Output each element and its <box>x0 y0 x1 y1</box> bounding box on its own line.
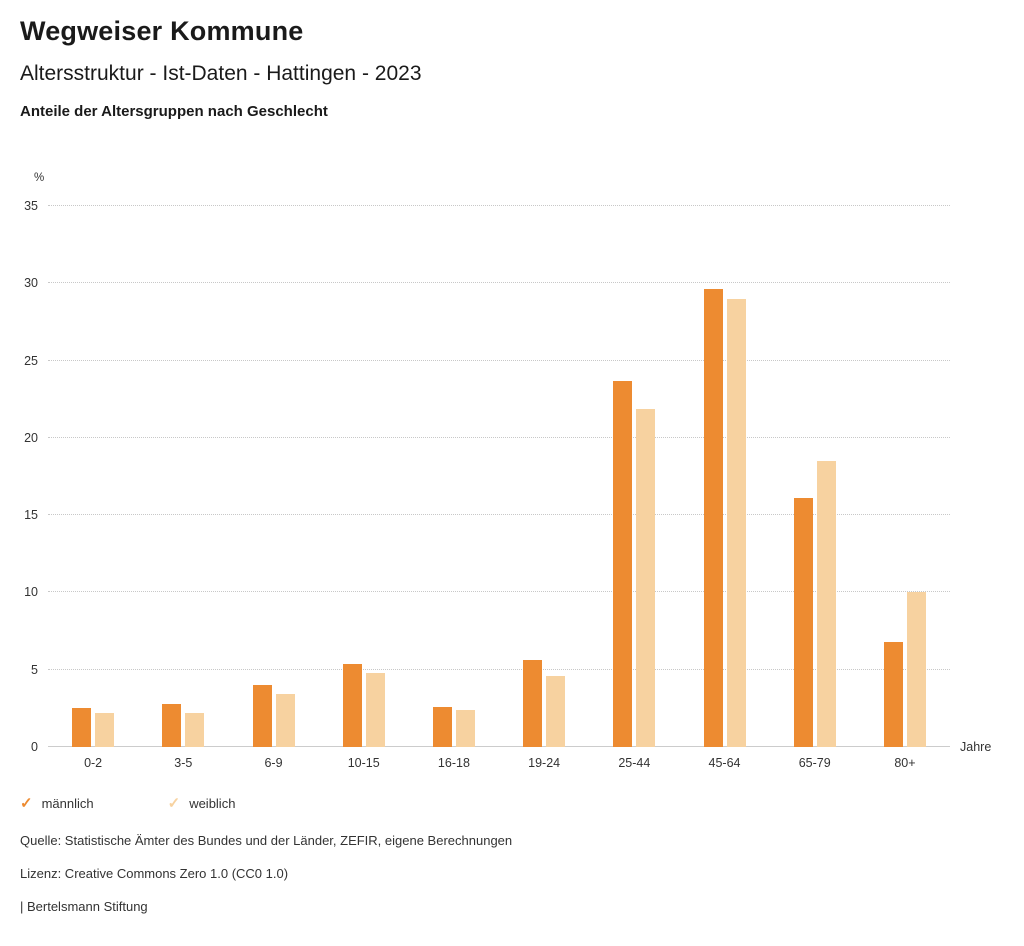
bar-group-45-64 <box>679 206 769 747</box>
gridline <box>48 436 950 438</box>
x-tick-label: 19-24 <box>528 756 561 770</box>
bar-männlich-10-15 <box>342 663 362 747</box>
bar-männlich-65-79 <box>793 498 813 747</box>
bar-weiblich-10-15 <box>365 672 385 747</box>
y-tick-label: 5 <box>31 662 38 677</box>
gridline <box>48 205 950 206</box>
footer: Quelle: Statistische Ämter des Bundes un… <box>20 833 1004 914</box>
chart-area: % 0 5 10 15 20 25 30 35 Jahre <box>24 172 991 754</box>
y-axis-unit-label: % <box>34 172 45 184</box>
y-tick-label: 0 <box>31 740 38 754</box>
gridline <box>48 591 950 593</box>
gridline <box>48 514 950 516</box>
y-tick-label: 30 <box>24 276 38 291</box>
bar-group-19-24 <box>499 206 589 747</box>
bar-weiblich-16-18 <box>455 709 475 747</box>
x-tick-label: 65-79 <box>798 756 831 770</box>
legend: ✓ männlich ✓ weiblich <box>20 796 1004 811</box>
bar-weiblich-80+ <box>906 592 926 747</box>
bar-weiblich-0-2 <box>95 713 115 747</box>
bar-group-10-15 <box>319 206 409 747</box>
app-title: Wegweiser Kommune <box>20 16 304 46</box>
bar-groups <box>48 206 950 747</box>
source-text: Quelle: Statistische Ämter des Bundes un… <box>20 833 513 848</box>
license-text: Lizenz: Creative Commons Zero 1.0 (CC0 1… <box>20 866 289 881</box>
y-tick-label: 20 <box>24 430 38 445</box>
legend-label: männlich <box>41 796 94 811</box>
gridline <box>48 359 950 361</box>
bar-männlich-80+ <box>883 641 903 747</box>
y-tick-label: 35 <box>24 199 38 213</box>
x-tick-label: 45-64 <box>708 756 741 770</box>
bar-weiblich-25-44 <box>636 408 656 747</box>
x-tick-label: 10-15 <box>347 756 380 770</box>
bar-weiblich-19-24 <box>546 675 566 747</box>
bar-group-6-9 <box>228 206 318 747</box>
bar-weiblich-45-64 <box>726 298 746 747</box>
bar-group-3-5 <box>138 206 228 747</box>
bar-männlich-6-9 <box>252 685 272 747</box>
plot-area: 0 5 10 15 20 25 30 35 <box>24 199 950 754</box>
legend-label: weiblich <box>189 796 236 811</box>
bar-weiblich-3-5 <box>185 713 205 747</box>
x-tick-label: 25-44 <box>618 756 651 770</box>
x-axis-unit-label: Jahre <box>960 740 992 754</box>
x-tick-label: 80+ <box>894 756 916 770</box>
bar-group-0-2 <box>48 206 138 747</box>
legend-item-maennlich[interactable]: ✓ männlich <box>20 796 94 811</box>
x-tick-label: 6-9 <box>264 756 283 770</box>
y-tick-label: 15 <box>24 508 38 523</box>
x-tick-label: 3-5 <box>174 756 193 770</box>
bar-group-25-44 <box>589 206 679 747</box>
check-icon: ✓ <box>20 795 33 812</box>
gridline <box>48 668 950 670</box>
bar-group-80+ <box>860 206 950 747</box>
brand-text: | Bertelsmann Stiftung <box>20 899 148 914</box>
x-axis: 0-2 3-5 6-9 10-15 16-18 19-24 25-44 45-64 65-79 8… <box>48 747 950 770</box>
y-tick-label: 25 <box>24 353 38 368</box>
bar-group-65-79 <box>770 206 860 747</box>
legend-item-weiblich[interactable]: ✓ weiblich <box>168 796 236 811</box>
bar-weiblich-65-79 <box>816 461 836 747</box>
bar-männlich-3-5 <box>162 703 182 747</box>
bar-männlich-45-64 <box>703 289 723 747</box>
bar-männlich-0-2 <box>72 708 92 747</box>
x-tick-label: 16-18 <box>437 756 470 770</box>
gridline <box>48 282 950 284</box>
y-tick-label: 10 <box>24 585 38 600</box>
page: Wegweiser Kommune Altersstruktur - Ist-D… <box>20 16 1004 914</box>
bar-group-16-18 <box>409 206 499 747</box>
bar-männlich-25-44 <box>613 380 633 747</box>
bar-männlich-16-18 <box>432 706 452 747</box>
check-icon: ✓ <box>167 795 181 812</box>
bar-weiblich-6-9 <box>275 694 295 747</box>
x-tick-label: 0-2 <box>84 756 103 770</box>
bar-männlich-19-24 <box>523 660 543 747</box>
chart-title: Anteile der Altersgruppen nach Geschlech… <box>20 103 328 120</box>
x-axis-line <box>48 746 950 747</box>
chart-subtitle: Altersstruktur - Ist-Daten - Hattingen -… <box>20 62 422 85</box>
